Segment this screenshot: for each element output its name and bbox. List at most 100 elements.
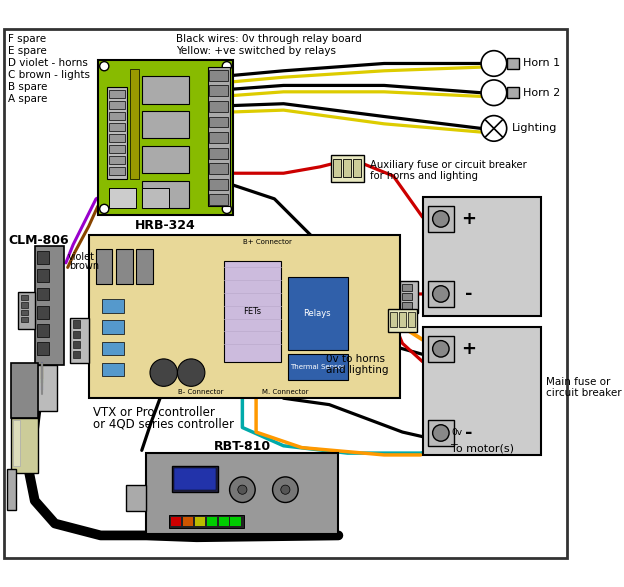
Bar	[428, 420, 454, 446]
Text: F spare: F spare	[8, 34, 46, 44]
Bar	[172, 466, 218, 491]
Bar	[210, 147, 228, 158]
Text: Horn 2: Horn 2	[523, 87, 560, 98]
Text: Main fuse or: Main fuse or	[546, 377, 610, 387]
Bar	[73, 330, 80, 338]
Bar	[208, 67, 230, 206]
Circle shape	[281, 485, 290, 494]
Bar	[408, 312, 415, 327]
Text: D violet - horns: D violet - horns	[8, 58, 88, 68]
Bar	[98, 60, 233, 215]
Bar	[37, 269, 49, 282]
Bar	[288, 276, 348, 350]
Text: CLM-806: CLM-806	[8, 234, 69, 247]
Circle shape	[273, 477, 298, 502]
Bar	[13, 420, 20, 466]
Text: To motor(s): To motor(s)	[451, 443, 514, 453]
Bar	[428, 281, 454, 307]
Bar	[210, 194, 228, 205]
Bar	[21, 317, 28, 322]
Bar	[401, 302, 412, 309]
Bar	[399, 312, 406, 327]
Bar	[207, 517, 217, 527]
Circle shape	[177, 359, 205, 386]
Circle shape	[238, 485, 247, 494]
Bar	[333, 158, 341, 177]
Bar	[109, 167, 125, 175]
Text: VTX or Pro controller: VTX or Pro controller	[94, 406, 215, 419]
Bar	[142, 111, 189, 139]
Text: circuit breaker: circuit breaker	[546, 388, 622, 398]
Bar	[116, 249, 133, 284]
Bar	[37, 324, 49, 337]
Bar	[422, 197, 542, 316]
Bar	[102, 363, 124, 376]
Text: for horns and lighting: for horns and lighting	[369, 171, 477, 181]
Text: B+ Connector: B+ Connector	[243, 239, 291, 245]
Text: -: -	[464, 424, 472, 442]
Text: and lighting: and lighting	[326, 365, 388, 375]
Bar	[389, 312, 397, 327]
Bar	[18, 292, 35, 329]
Bar	[21, 295, 28, 301]
Bar	[173, 468, 216, 490]
Bar	[195, 517, 205, 527]
Circle shape	[100, 62, 109, 71]
Bar	[288, 355, 348, 380]
Text: HRB-324: HRB-324	[135, 219, 196, 232]
Circle shape	[481, 116, 507, 141]
Bar	[400, 281, 418, 313]
Bar	[218, 517, 228, 527]
Bar	[507, 58, 519, 69]
Bar	[428, 336, 454, 362]
Bar	[107, 87, 127, 178]
Bar	[102, 342, 124, 355]
Text: FETs: FETs	[243, 307, 261, 316]
Bar	[142, 188, 169, 208]
Bar	[230, 517, 240, 527]
Bar	[210, 117, 228, 127]
Bar	[130, 69, 139, 178]
Bar	[109, 145, 125, 153]
Bar	[109, 101, 125, 109]
Text: C brown - lights: C brown - lights	[8, 70, 90, 80]
Bar	[210, 178, 228, 190]
Bar	[73, 350, 80, 358]
Text: RBT-810: RBT-810	[214, 440, 271, 453]
Bar	[89, 235, 400, 398]
Bar	[183, 517, 193, 527]
Circle shape	[100, 204, 109, 214]
Circle shape	[432, 211, 449, 227]
Bar	[142, 76, 189, 104]
Bar	[11, 363, 39, 419]
Bar	[142, 146, 189, 173]
Text: 0v: 0v	[452, 429, 463, 437]
Text: Thermal Sensor: Thermal Sensor	[290, 364, 345, 370]
Bar	[210, 132, 228, 143]
Bar	[169, 515, 244, 528]
Bar	[102, 321, 124, 334]
Bar	[224, 261, 281, 362]
Bar	[388, 309, 417, 332]
Bar	[210, 101, 228, 112]
Text: A spare: A spare	[8, 94, 47, 104]
Bar	[136, 249, 153, 284]
Bar	[109, 134, 125, 142]
Circle shape	[481, 80, 507, 106]
Text: +: +	[461, 340, 475, 358]
Bar	[37, 251, 49, 264]
Bar	[343, 158, 351, 177]
Circle shape	[150, 359, 177, 386]
Text: +: +	[461, 210, 475, 228]
Bar	[507, 87, 519, 98]
Bar	[21, 302, 28, 308]
Bar	[109, 123, 125, 131]
Circle shape	[481, 50, 507, 76]
Bar	[109, 112, 125, 120]
Circle shape	[222, 204, 232, 214]
Bar	[109, 90, 125, 98]
Text: Auxiliary fuse or circuit breaker: Auxiliary fuse or circuit breaker	[369, 160, 526, 170]
Text: E spare: E spare	[8, 46, 47, 56]
Bar	[401, 293, 412, 301]
Bar	[71, 318, 89, 363]
